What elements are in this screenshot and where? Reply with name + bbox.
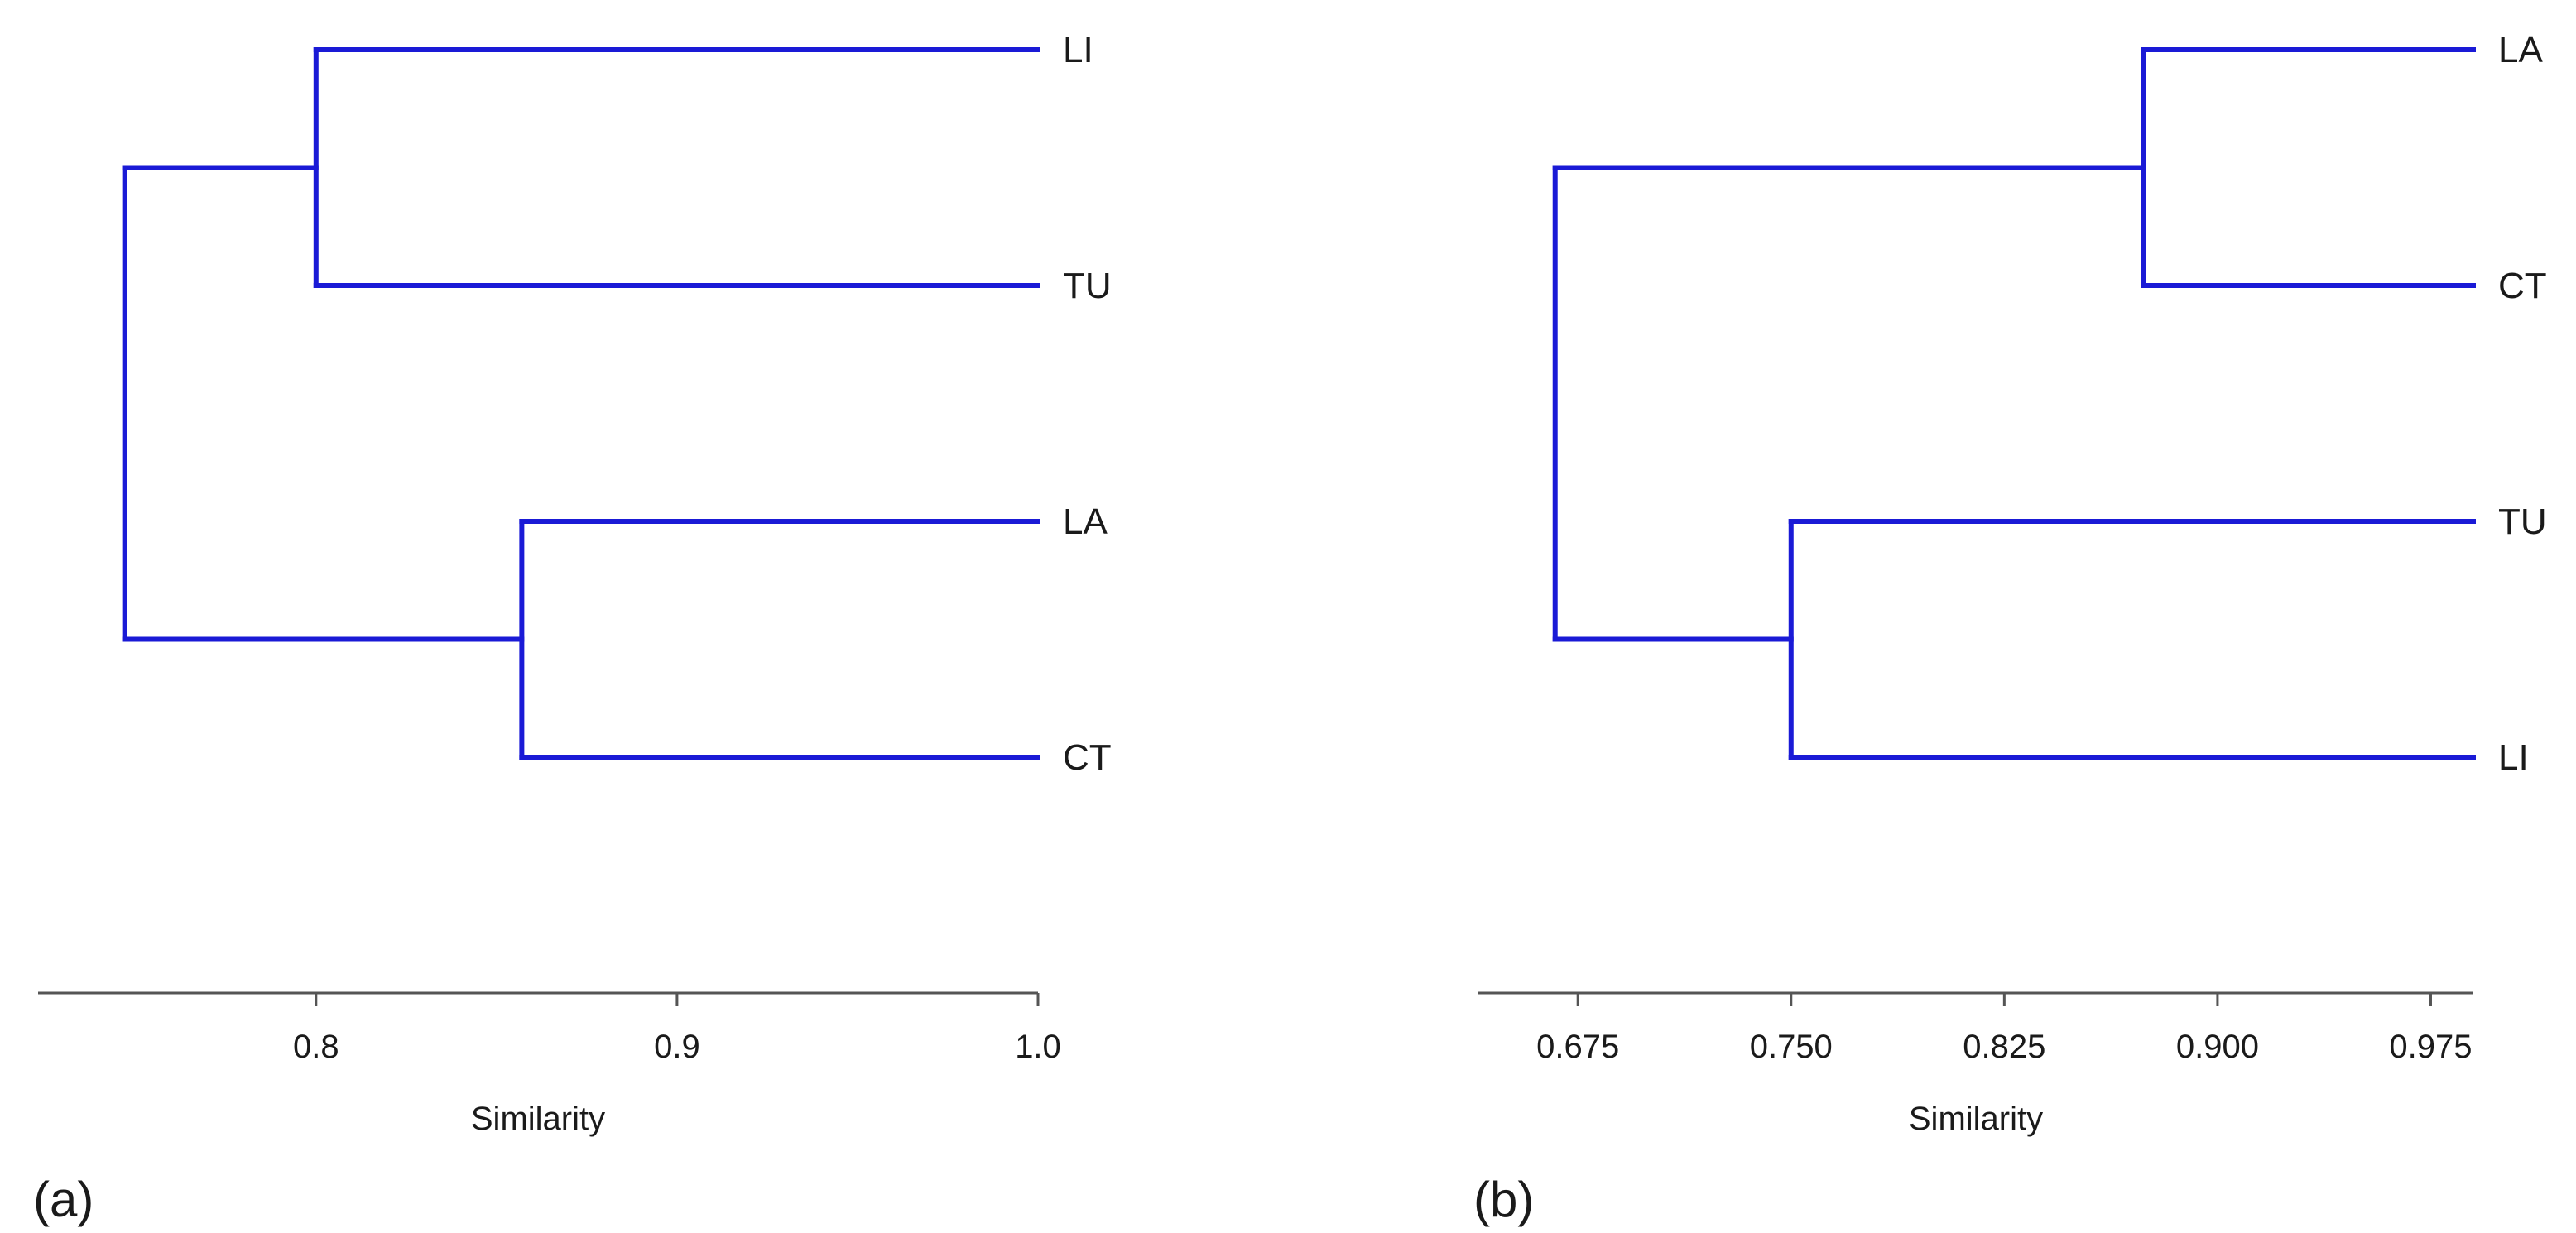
x-axis-title: Similarity: [471, 1101, 605, 1137]
x-tick-label: 0.9: [654, 1029, 700, 1065]
panel-label: (b): [1473, 1172, 1534, 1227]
x-tick-label: 0.750: [1750, 1029, 1833, 1065]
x-tick-label: 0.975: [2389, 1029, 2472, 1065]
x-tick-label: 1.0: [1015, 1029, 1061, 1065]
leaf-label-ct: CT: [1063, 737, 1112, 778]
leaf-label-ct: CT: [2498, 266, 2547, 306]
leaf-label-tu: TU: [2498, 501, 2547, 542]
x-tick-label: 0.900: [2176, 1029, 2259, 1065]
leaf-label-tu: TU: [1063, 266, 1112, 306]
x-axis-title: Similarity: [1909, 1101, 2043, 1137]
x-tick-label: 0.675: [1536, 1029, 1619, 1065]
leaf-label-li: LI: [2498, 737, 2529, 778]
x-tick-label: 0.825: [1963, 1029, 2045, 1065]
x-tick-label: 0.8: [293, 1029, 339, 1065]
panel-label: (a): [33, 1172, 94, 1227]
dendrogram-panel-b: LA CT TU LI 0.675 0.750 0.825 0.900 0.975 Similar…: [1473, 30, 2547, 1227]
leaf-label-la: LA: [1063, 501, 1108, 542]
leaf-label-li: LI: [1063, 30, 1093, 70]
leaf-label-la: LA: [2498, 30, 2543, 70]
dendrogram-panel-a: LI TU LA CT 0.8 0.9 1.0 Similarity (a): [33, 30, 1112, 1227]
